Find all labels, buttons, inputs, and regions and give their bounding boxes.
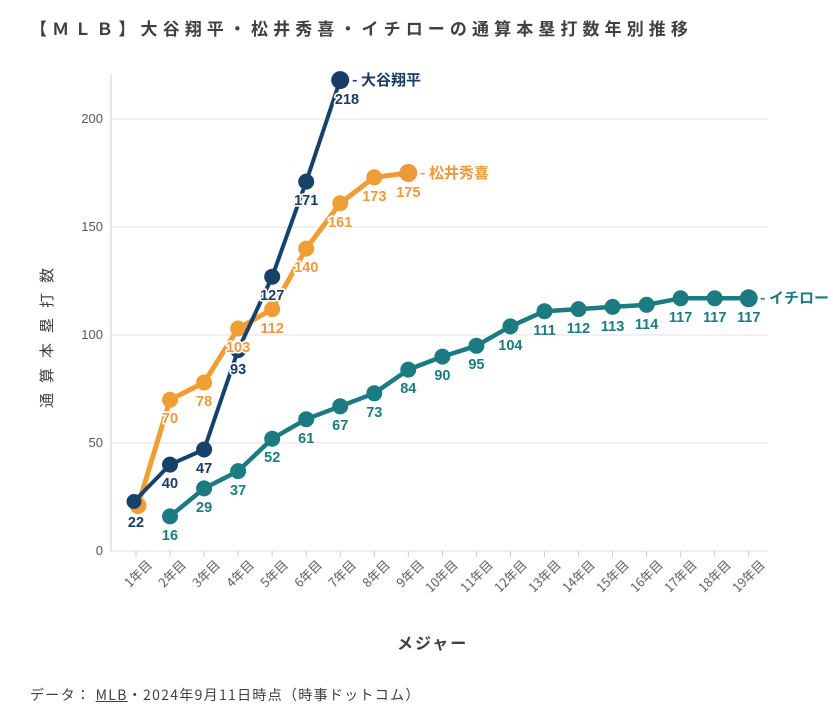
svg-text:- イチロー: - イチロー — [760, 287, 829, 308]
svg-text:117: 117 — [737, 310, 760, 326]
svg-text:100: 100 — [81, 327, 103, 342]
svg-text:22: 22 — [128, 515, 144, 531]
svg-text:140: 140 — [294, 260, 318, 276]
svg-text:50: 50 — [89, 435, 103, 450]
svg-text:104: 104 — [498, 338, 522, 354]
svg-text:- 大谷翔平: - 大谷翔平 — [352, 69, 421, 90]
svg-text:112: 112 — [567, 321, 590, 337]
svg-text:40: 40 — [162, 476, 178, 492]
svg-text:150: 150 — [81, 219, 103, 234]
svg-text:73: 73 — [366, 405, 382, 421]
svg-text:90: 90 — [434, 368, 450, 384]
svg-text:61: 61 — [298, 431, 314, 447]
svg-text:218: 218 — [335, 92, 359, 108]
svg-text:117: 117 — [703, 310, 726, 326]
svg-text:200: 200 — [81, 111, 103, 126]
svg-text:171: 171 — [294, 193, 318, 209]
svg-text:70: 70 — [162, 411, 178, 427]
svg-text:112: 112 — [260, 321, 283, 337]
svg-text:111: 111 — [533, 323, 556, 339]
svg-text:113: 113 — [601, 319, 624, 335]
svg-text:84: 84 — [400, 381, 416, 397]
svg-text:16: 16 — [162, 528, 178, 544]
svg-text:117: 117 — [669, 310, 692, 326]
svg-text:175: 175 — [396, 185, 420, 201]
svg-text:78: 78 — [196, 394, 212, 410]
svg-text:29: 29 — [196, 500, 212, 516]
svg-text:95: 95 — [468, 357, 484, 373]
svg-text:127: 127 — [260, 288, 284, 304]
svg-text:52: 52 — [264, 450, 280, 466]
svg-text:103: 103 — [226, 340, 250, 356]
svg-text:- 松井秀喜: - 松井秀喜 — [420, 162, 489, 183]
svg-text:37: 37 — [230, 483, 246, 499]
svg-text:47: 47 — [196, 461, 212, 477]
svg-text:161: 161 — [328, 215, 352, 231]
svg-text:67: 67 — [332, 418, 348, 434]
svg-text:173: 173 — [362, 189, 386, 205]
svg-text:93: 93 — [230, 362, 246, 378]
svg-text:114: 114 — [635, 317, 658, 333]
